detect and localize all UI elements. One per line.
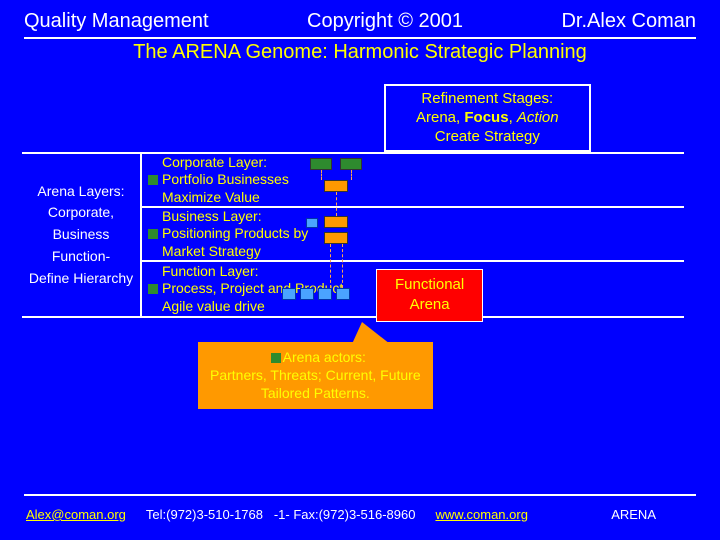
bullet-icon bbox=[271, 353, 281, 363]
refinement-line3: Create Strategy bbox=[416, 128, 559, 147]
header-left: Quality Management bbox=[24, 10, 209, 33]
tree-node bbox=[282, 288, 296, 300]
r2l2: Process, Project and Product bbox=[162, 280, 343, 296]
bullet-icon bbox=[148, 284, 158, 294]
fa-l2: Arena bbox=[395, 295, 464, 315]
left-panel: Arena Layers: Corporate, Business Functi… bbox=[22, 154, 140, 316]
r2l1: Function Layer: bbox=[162, 263, 259, 279]
tree-node bbox=[340, 158, 362, 170]
row-text: Business Layer: Positioning Products by … bbox=[162, 208, 308, 261]
r0l1: Corporate Layer: bbox=[162, 154, 267, 170]
co-l2: Partners, Threats; Current, Future bbox=[210, 367, 421, 383]
refinement-line1: Refinement Stages: bbox=[416, 90, 559, 109]
tree-node bbox=[336, 288, 350, 300]
footer: Alex@coman.org Tel:(972)3-510-1768 -1- F… bbox=[26, 507, 696, 522]
left-l1: Arena Layers: bbox=[26, 181, 136, 203]
tree-node bbox=[324, 216, 348, 228]
header: Quality Management Copyright © 2001 Dr.A… bbox=[0, 0, 720, 35]
refine-bold: Focus bbox=[464, 109, 508, 126]
left-l3: Business bbox=[26, 224, 136, 246]
footer-url-link[interactable]: www.coman.org bbox=[435, 507, 527, 522]
refinement-line2: Arena, Focus, Action bbox=[416, 109, 559, 128]
functional-arena-box: Functional Arena bbox=[376, 269, 483, 322]
left-l2: Corporate, bbox=[26, 202, 136, 224]
footer-email-link[interactable]: Alex@coman.org bbox=[26, 507, 126, 522]
footer-arena: ARENA bbox=[611, 507, 656, 522]
bullet-icon bbox=[148, 175, 158, 185]
arena-actors-callout: Arena actors: Partners, Threats; Current… bbox=[198, 342, 433, 409]
refine-sep: , bbox=[509, 109, 517, 126]
tree-connector bbox=[336, 192, 337, 216]
tree-connector bbox=[321, 170, 322, 180]
r2l3: Agile value drive bbox=[162, 298, 265, 314]
left-l5: Define Hierarchy bbox=[26, 268, 136, 290]
tree-node bbox=[310, 158, 332, 170]
header-center: Copyright © 2001 bbox=[307, 10, 463, 33]
refine-pre: Arena, bbox=[416, 109, 464, 126]
tree-connector bbox=[351, 170, 352, 180]
fa-l1: Functional bbox=[395, 275, 464, 295]
footer-divider bbox=[24, 494, 696, 496]
row-corporate: Corporate Layer: Portfolio Businesses Ma… bbox=[140, 154, 684, 208]
callout-tail-icon bbox=[352, 322, 390, 344]
tree-node bbox=[318, 288, 332, 300]
tree-node bbox=[324, 180, 348, 192]
r1l2: Positioning Products by bbox=[162, 225, 308, 241]
footer-phone: Tel:(972)3-510-1768 -1- Fax:(972)3-516-8… bbox=[146, 507, 416, 522]
tree-node bbox=[324, 232, 348, 244]
r1l1: Business Layer: bbox=[162, 208, 262, 224]
row-text: Function Layer: Process, Project and Pro… bbox=[162, 263, 343, 316]
page-subtitle: The ARENA Genome: Harmonic Strategic Pla… bbox=[0, 39, 720, 70]
tree-connector bbox=[342, 244, 343, 288]
bullet-icon bbox=[148, 229, 158, 239]
left-l4: Function- bbox=[26, 246, 136, 268]
refine-italic: Action bbox=[517, 109, 559, 126]
co-l3: Tailored Patterns. bbox=[261, 385, 370, 401]
tree-node bbox=[306, 218, 318, 228]
r1l3: Market Strategy bbox=[162, 243, 261, 259]
tree-connector bbox=[330, 244, 331, 288]
co-l1: Arena actors: bbox=[283, 349, 366, 365]
row-business: Business Layer: Positioning Products by … bbox=[140, 208, 684, 262]
main-grid: Arena Layers: Corporate, Business Functi… bbox=[22, 152, 684, 318]
r0l2: Portfolio Businesses bbox=[162, 171, 289, 187]
refinement-box: Refinement Stages: Arena, Focus, Action … bbox=[384, 84, 591, 152]
row-text: Corporate Layer: Portfolio Businesses Ma… bbox=[162, 154, 289, 207]
header-right: Dr.Alex Coman bbox=[561, 10, 696, 33]
r0l3: Maximize Value bbox=[162, 189, 260, 205]
tree-node bbox=[300, 288, 314, 300]
